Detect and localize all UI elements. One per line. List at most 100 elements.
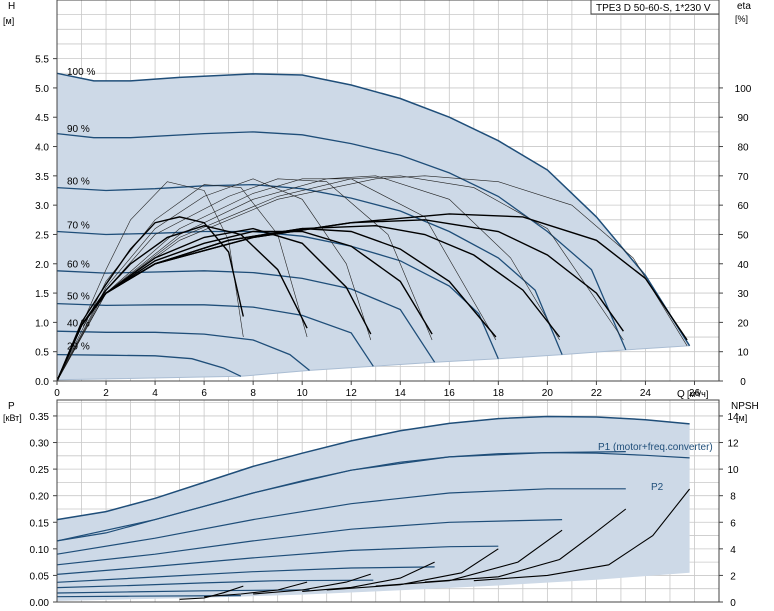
npsh-tick-label: 14	[727, 412, 739, 423]
npsh-axis-label: NPSH	[731, 401, 759, 412]
head-tick-label: 2.0	[35, 260, 49, 271]
speed-curve-label: 100 %	[67, 67, 95, 78]
head-chart-frame	[56, 0, 720, 382]
head-x-ticks: 0 2 4 6 8 10 12 14 16 18 20 22 24 26	[54, 381, 700, 399]
speed-curve-label: 50 %	[67, 292, 90, 303]
npsh-curve	[204, 581, 308, 598]
power-axis-unit: [кВт]	[3, 413, 22, 423]
eta-axis-label: eta	[737, 1, 751, 12]
eta-tick-label: 20	[737, 318, 749, 329]
efficiency-curve-thin	[56, 184, 308, 382]
eta-tick-label: 40	[737, 260, 749, 271]
npsh-tick-label: 4	[730, 545, 736, 556]
npsh-tick-label: 10	[727, 465, 739, 476]
x-tick-label: 18	[493, 388, 505, 399]
power-curve	[56, 566, 435, 583]
x-tick-label: 0	[54, 388, 60, 399]
x-tick-label: 16	[444, 388, 456, 399]
npsh-tick-label: 8	[730, 492, 736, 503]
head-tick-label: 4.5	[35, 113, 49, 124]
efficiency-curve-thin	[56, 175, 560, 382]
power-tick-label: 0.35	[30, 412, 50, 423]
eta-tick-label: 30	[737, 289, 749, 300]
power-curves	[56, 415, 690, 598]
head-tick-label: 1.5	[35, 289, 49, 300]
power-tick-label: 0.15	[30, 518, 50, 529]
x-tick-label: 4	[152, 388, 158, 399]
power-curve	[56, 545, 499, 575]
speed-curve-label: 90 %	[67, 124, 90, 135]
eta-tick-label: 0	[740, 377, 746, 388]
power-axis-label: P	[8, 401, 15, 412]
head-operating-region	[57, 73, 690, 380]
npsh-curve	[473, 488, 691, 582]
x-tick-label: 26	[689, 388, 701, 399]
npsh-curve	[253, 573, 371, 595]
head-axis-label: H	[8, 1, 15, 12]
npsh-curve	[179, 585, 244, 600]
efficiency-curves	[56, 213, 688, 382]
npsh-curve	[326, 548, 499, 591]
speed-curve	[56, 302, 374, 367]
chart-title-box	[590, 0, 720, 15]
flow-axis-label: Q	[677, 389, 685, 400]
head-tick-label: 0.5	[35, 348, 49, 359]
npsh-tick-label: 2	[730, 571, 736, 582]
speed-curve-label: 80 %	[67, 177, 90, 188]
eta-tick-label: 50	[737, 230, 749, 241]
power-curve	[56, 589, 310, 594]
npsh-curve	[424, 508, 627, 583]
power-operating-area	[57, 416, 690, 601]
head-tick-label: 1.0	[35, 318, 49, 329]
power-operating-region	[57, 416, 690, 601]
power-curve	[56, 451, 626, 542]
npsh-axis-unit: [м]	[736, 413, 747, 423]
x-tick-label: 6	[201, 388, 207, 399]
efficiency-curve-thin	[56, 178, 372, 382]
speed-curve-labels: 100 % 90 % 80 % 70 % 60 % 50 % 40 % 29 %	[67, 67, 95, 352]
head-tick-label: 5.0	[35, 84, 49, 95]
chart-title: TPE3 D 50-60-S, 1*230 V	[596, 3, 711, 14]
efficiency-curve	[56, 213, 688, 382]
power-curve	[56, 579, 374, 589]
npsh-y-ticks: 0 2 4 6 8 10 12 14	[719, 412, 739, 609]
x-tick-label: 22	[591, 388, 603, 399]
power-chart-frame	[56, 399, 720, 603]
speed-curve-label: 29 %	[67, 341, 90, 352]
p1-curve	[56, 415, 690, 521]
power-curve	[56, 519, 563, 566]
eta-tick-label: 70	[737, 172, 749, 183]
x-tick-label: 20	[542, 388, 554, 399]
eta-tick-label: 10	[737, 348, 749, 359]
x-tick-label: 24	[640, 388, 652, 399]
power-chart: 0.00 0.05 0.10 0.15 0.20 0.25 0.30 0.35 0 2 4 6 8 10…	[3, 399, 759, 609]
eta-tick-label: 80	[737, 143, 749, 154]
power-tick-label: 0.05	[30, 571, 50, 582]
speed-curve	[56, 183, 563, 355]
speed-curve-label: 70 %	[67, 221, 90, 232]
p2-curve-label: P2	[651, 482, 664, 493]
speed-curve-label: 60 %	[67, 259, 90, 270]
head-tick-label: 3.5	[35, 172, 49, 183]
x-tick-label: 8	[250, 388, 256, 399]
power-tick-label: 0.10	[30, 545, 50, 556]
head-tick-label: 5.5	[35, 55, 49, 66]
head-tick-label: 3.0	[35, 201, 49, 212]
eta-y-ticks: 0 10 20 30 40 50 60 70 80 90 100	[719, 84, 752, 388]
p1-curve-label: P1 (motor+freq.converter)	[598, 442, 713, 453]
eta-tick-label: 100	[735, 84, 752, 95]
eta-tick-label: 60	[737, 201, 749, 212]
x-tick-label: 12	[346, 388, 358, 399]
power-curve	[56, 488, 626, 555]
npsh-curves	[179, 488, 691, 600]
head-tick-label: 0.0	[35, 377, 49, 388]
power-curve	[56, 595, 241, 598]
head-axis-unit: [м]	[3, 16, 14, 26]
efficiency-curve-thin	[56, 175, 624, 382]
eta-axis-unit: [%]	[735, 14, 748, 24]
npsh-tick-label: 6	[730, 518, 736, 529]
x-tick-label: 14	[395, 388, 407, 399]
head-y-ticks: 0.0 0.5 1.0 1.5 2.0 2.5 3.0 3.5 4.0 4.5 5.0 5.5	[35, 55, 57, 388]
